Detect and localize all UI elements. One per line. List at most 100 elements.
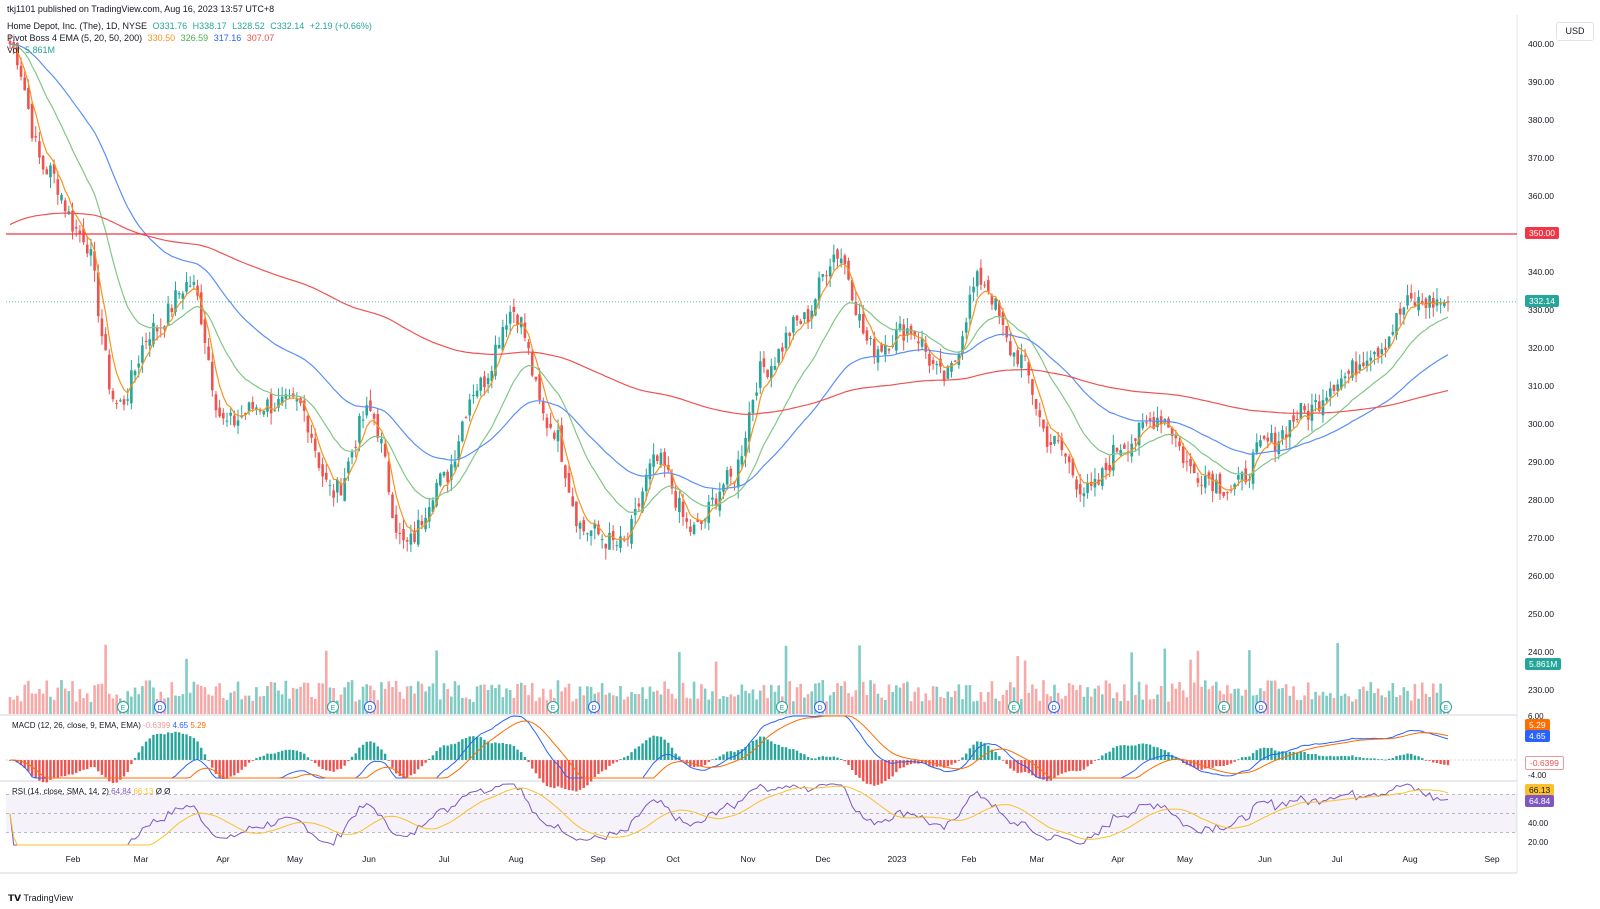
volume-bar — [258, 696, 262, 714]
candle — [869, 337, 872, 339]
macd-hist-bar — [185, 734, 188, 760]
macd-hist-bar — [89, 760, 93, 768]
volume-bar — [1365, 690, 1369, 714]
macd-hist-bar — [1104, 753, 1108, 760]
macd-hist-bar — [439, 747, 442, 760]
macd-hist-bar — [30, 760, 34, 777]
candle — [541, 400, 545, 414]
volume-bar — [1303, 695, 1306, 714]
time-tick-label: Feb — [66, 854, 81, 864]
volume-bar — [332, 688, 335, 714]
macd-hist-bar — [174, 731, 177, 760]
macd-hist-bar — [1421, 758, 1424, 760]
macd-hist-bar — [365, 741, 368, 760]
event-label: D — [1258, 705, 1263, 712]
volume-bar — [16, 695, 19, 714]
volume-badge: 5.861M — [1525, 658, 1562, 670]
macd-hist-bar — [725, 751, 729, 760]
volume-bar — [508, 690, 512, 714]
candle — [571, 496, 574, 507]
candle — [1009, 341, 1012, 356]
volume-bar — [343, 687, 346, 714]
volume-bar — [1340, 695, 1343, 714]
macd-hist-bar — [906, 760, 909, 766]
volume-bar — [1119, 701, 1122, 714]
candle — [1112, 444, 1115, 471]
candle — [979, 267, 983, 285]
candle — [85, 244, 89, 254]
volume-bar — [60, 680, 63, 714]
volume-bar — [450, 696, 453, 714]
macd-hist-bar — [461, 739, 464, 760]
volume-bar — [247, 695, 251, 714]
macd-hist-bar — [736, 750, 740, 760]
event-dividend-icon — [364, 701, 376, 713]
candle — [398, 532, 402, 534]
volume-bar — [295, 688, 299, 714]
candle — [781, 347, 784, 352]
event-earnings-icon — [327, 701, 339, 713]
candle — [1314, 400, 1317, 403]
macd-hist-bar — [876, 760, 880, 785]
macd-hist-bar — [770, 741, 773, 760]
candle — [1259, 440, 1262, 447]
rsi-ma-badge: 66.13 — [1525, 784, 1555, 796]
candle — [663, 451, 666, 467]
event-earnings-icon — [1218, 701, 1230, 713]
candle — [600, 539, 604, 541]
volume-bar — [913, 691, 917, 714]
volume-bar — [89, 701, 93, 714]
candle — [233, 415, 236, 426]
macd-hist-bar — [1075, 760, 1078, 772]
last-price-badge: 332.14 — [1525, 295, 1559, 307]
candle — [1262, 436, 1266, 439]
volume-bar — [464, 697, 468, 714]
volume-bar — [137, 694, 141, 714]
macd-hist-bar — [1218, 760, 1222, 767]
macd-hist-bar — [394, 760, 398, 774]
volume-bar — [457, 685, 460, 714]
volume-bar — [372, 690, 376, 714]
volume-bar — [1314, 691, 1317, 714]
macd-hist-bar — [990, 749, 994, 760]
volume-bar — [218, 683, 221, 714]
macd-hist-bar — [619, 759, 622, 760]
macd-hist-bar — [942, 760, 946, 768]
volume-bar — [689, 698, 692, 714]
volume-bar — [1273, 680, 1277, 714]
volume-bar — [111, 698, 115, 714]
macd-hist-bar — [622, 757, 626, 760]
macd-hist-bar — [891, 760, 894, 777]
volume-bar — [49, 696, 52, 714]
macd-hist-bar — [520, 752, 523, 760]
price-tick-label: 300.00 — [1528, 419, 1554, 429]
candle — [427, 507, 431, 522]
volume-bar — [1380, 695, 1384, 714]
volume-bar — [659, 694, 663, 714]
event-label: E — [551, 705, 556, 712]
volume-bar — [850, 696, 854, 714]
tradingview-logo-icon: 𝗧𝗩 — [8, 893, 22, 903]
macd-hist-bar — [700, 760, 703, 767]
volume-bar — [861, 681, 865, 714]
event-dividend-icon — [1048, 701, 1060, 713]
macd-hist-bar — [1079, 760, 1082, 771]
currency-button[interactable]: USD — [1556, 22, 1594, 41]
volume-bar — [1248, 650, 1251, 714]
macd-hist-bar — [222, 760, 225, 779]
vol-value: 5.861M — [25, 45, 56, 55]
macd-hist-bar — [49, 760, 52, 780]
volume-bar — [1086, 687, 1089, 714]
candle — [777, 348, 780, 363]
macd-hist-bar — [1307, 753, 1310, 760]
candle — [692, 524, 696, 534]
candle — [1222, 492, 1225, 496]
volume-bar — [541, 688, 545, 714]
candle — [1170, 427, 1174, 437]
volume-bar — [663, 681, 666, 714]
candle — [928, 353, 931, 366]
volume-bar — [233, 691, 236, 714]
candle — [1251, 452, 1255, 484]
macd-hist-bar — [873, 760, 876, 786]
